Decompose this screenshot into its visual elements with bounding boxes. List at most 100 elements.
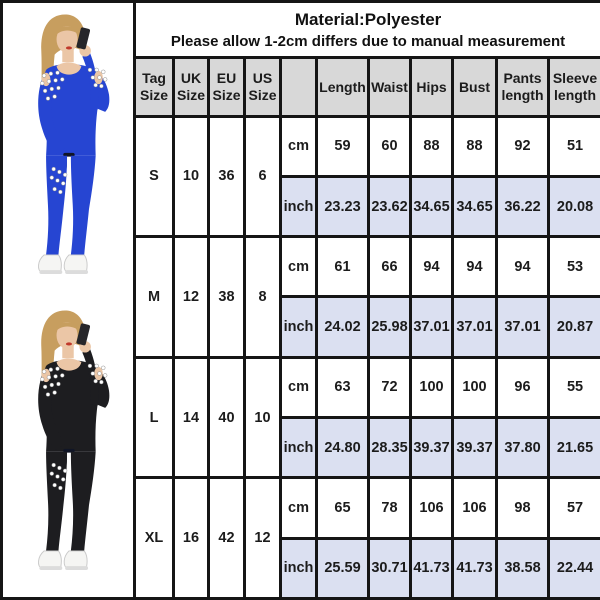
- hips-cm-cell: 106: [409, 476, 454, 540]
- waist-inch-cell: 25.98: [367, 295, 412, 359]
- col-sleeve-length: Sleeve length: [546, 56, 600, 118]
- tag-size-cell: S: [133, 114, 175, 239]
- bust-cm-cell: 88: [451, 114, 498, 178]
- row-m-inch: inch 24.02 25.98 37.01 37.01 37.01 20.87: [2, 295, 600, 359]
- black-tracksuit-figure: [37, 309, 111, 571]
- sleeve-inch-cell: 22.44: [546, 536, 600, 600]
- bust-cm-cell: 100: [451, 355, 498, 420]
- row-xl-inch: inch 25.59 30.71 41.73 41.73 38.58 22.44: [2, 536, 600, 600]
- pants-inch-cell: 36.22: [495, 174, 550, 239]
- tag-size-cell: XL: [133, 476, 175, 600]
- product-photo-blue: [6, 5, 130, 295]
- hips-inch-cell: 37.01: [409, 295, 454, 359]
- us-size-cell: 8: [243, 235, 282, 359]
- row-xl-cm: XL 16 42 12 cm 65 78 106 106 98 57: [2, 476, 600, 600]
- pants-cm-cell: 96: [495, 355, 550, 420]
- hips-cm-cell: 94: [409, 235, 454, 299]
- col-bust: Bust: [451, 56, 498, 118]
- uk-size-cell: 14: [172, 355, 210, 480]
- bust-inch-cell: 39.37: [451, 416, 498, 480]
- sleeve-cm-cell: 51: [546, 114, 600, 178]
- product-photos-column: [0, 0, 136, 600]
- row-m-cm: M 12 38 8 cm 61 66 94 94 94 53: [2, 235, 600, 359]
- column-header-row: Tag Size UK Size EU Size US Size Length …: [2, 56, 600, 118]
- row-s-inch: inch 23.23 23.62 34.65 34.65 36.22 20.08: [2, 174, 600, 239]
- pants-inch-cell: 37.80: [495, 416, 550, 480]
- hips-inch-cell: 34.65: [409, 174, 454, 239]
- waist-inch-cell: 23.62: [367, 174, 412, 239]
- length-inch-cell: 23.23: [315, 174, 370, 239]
- hips-inch-cell: 39.37: [409, 416, 454, 480]
- unit-inch-cell: inch: [279, 295, 318, 359]
- sleeve-cm-cell: 57: [546, 476, 600, 540]
- us-size-cell: 6: [243, 114, 282, 239]
- col-eu-size: EU Size: [207, 56, 246, 118]
- waist-cm-cell: 72: [367, 355, 412, 420]
- unit-inch-cell: inch: [279, 416, 318, 480]
- col-tag-size: Tag Size: [133, 56, 175, 118]
- blue-tracksuit-figure: [37, 13, 111, 275]
- length-cm-cell: 63: [315, 355, 370, 420]
- waist-cm-cell: 60: [367, 114, 412, 178]
- tag-size-cell: L: [133, 355, 175, 480]
- sleeve-cm-cell: 53: [546, 235, 600, 299]
- eu-size-cell: 42: [207, 476, 246, 600]
- bust-inch-cell: 37.01: [451, 295, 498, 359]
- col-uk-size: UK Size: [172, 56, 210, 118]
- sleeve-inch-cell: 21.65: [546, 416, 600, 480]
- row-s-cm: S 10 36 6 cm 59 60 88 88 92 51: [2, 114, 600, 239]
- unit-cm-cell: cm: [279, 476, 318, 540]
- table-title: Material:Polyester Please allow 1-2cm di…: [132, 0, 600, 60]
- row-l-cm: L 14 40 10 cm 63 72 100 100 96 55: [2, 355, 600, 480]
- waist-inch-cell: 28.35: [367, 416, 412, 480]
- sleeve-cm-cell: 55: [546, 355, 600, 420]
- col-waist: Waist: [367, 56, 412, 118]
- length-inch-cell: 24.80: [315, 416, 370, 480]
- unit-cm-cell: cm: [279, 114, 318, 178]
- pants-inch-cell: 37.01: [495, 295, 550, 359]
- waist-cm-cell: 78: [367, 476, 412, 540]
- col-us-size: US Size: [243, 56, 282, 118]
- sleeve-inch-cell: 20.08: [546, 174, 600, 239]
- col-length: Length: [315, 56, 370, 118]
- bust-cm-cell: 94: [451, 235, 498, 299]
- hips-cm-cell: 100: [409, 355, 454, 420]
- col-unit: [279, 56, 318, 118]
- hips-inch-cell: 41.73: [409, 536, 454, 600]
- pants-inch-cell: 38.58: [495, 536, 550, 600]
- col-pants-length: Pants length: [495, 56, 550, 118]
- product-photo-black: [6, 301, 130, 591]
- photo-stack: [5, 5, 131, 591]
- eu-size-cell: 40: [207, 355, 246, 480]
- uk-size-cell: 16: [172, 476, 210, 600]
- length-cm-cell: 59: [315, 114, 370, 178]
- unit-cm-cell: cm: [279, 355, 318, 420]
- us-size-cell: 10: [243, 355, 282, 480]
- length-cm-cell: 65: [315, 476, 370, 540]
- bust-cm-cell: 106: [451, 476, 498, 540]
- length-cm-cell: 61: [315, 235, 370, 299]
- length-inch-cell: 25.59: [315, 536, 370, 600]
- hips-cm-cell: 88: [409, 114, 454, 178]
- sleeve-inch-cell: 20.87: [546, 295, 600, 359]
- eu-size-cell: 38: [207, 235, 246, 359]
- col-hips: Hips: [409, 56, 454, 118]
- unit-cm-cell: cm: [279, 235, 318, 299]
- unit-inch-cell: inch: [279, 174, 318, 239]
- row-l-inch: inch 24.80 28.35 39.37 39.37 37.80 21.65: [2, 416, 600, 480]
- length-inch-cell: 24.02: [315, 295, 370, 359]
- material-text: Material:Polyester: [294, 9, 442, 29]
- waist-inch-cell: 30.71: [367, 536, 412, 600]
- measurement-note: Please allow 1-2cm differs due to manual…: [170, 32, 566, 50]
- tag-size-cell: M: [133, 235, 175, 359]
- us-size-cell: 12: [243, 476, 282, 600]
- bust-inch-cell: 41.73: [451, 536, 498, 600]
- bust-inch-cell: 34.65: [451, 174, 498, 239]
- pants-cm-cell: 98: [495, 476, 550, 540]
- eu-size-cell: 36: [207, 114, 246, 239]
- uk-size-cell: 10: [172, 114, 210, 239]
- pants-cm-cell: 94: [495, 235, 550, 299]
